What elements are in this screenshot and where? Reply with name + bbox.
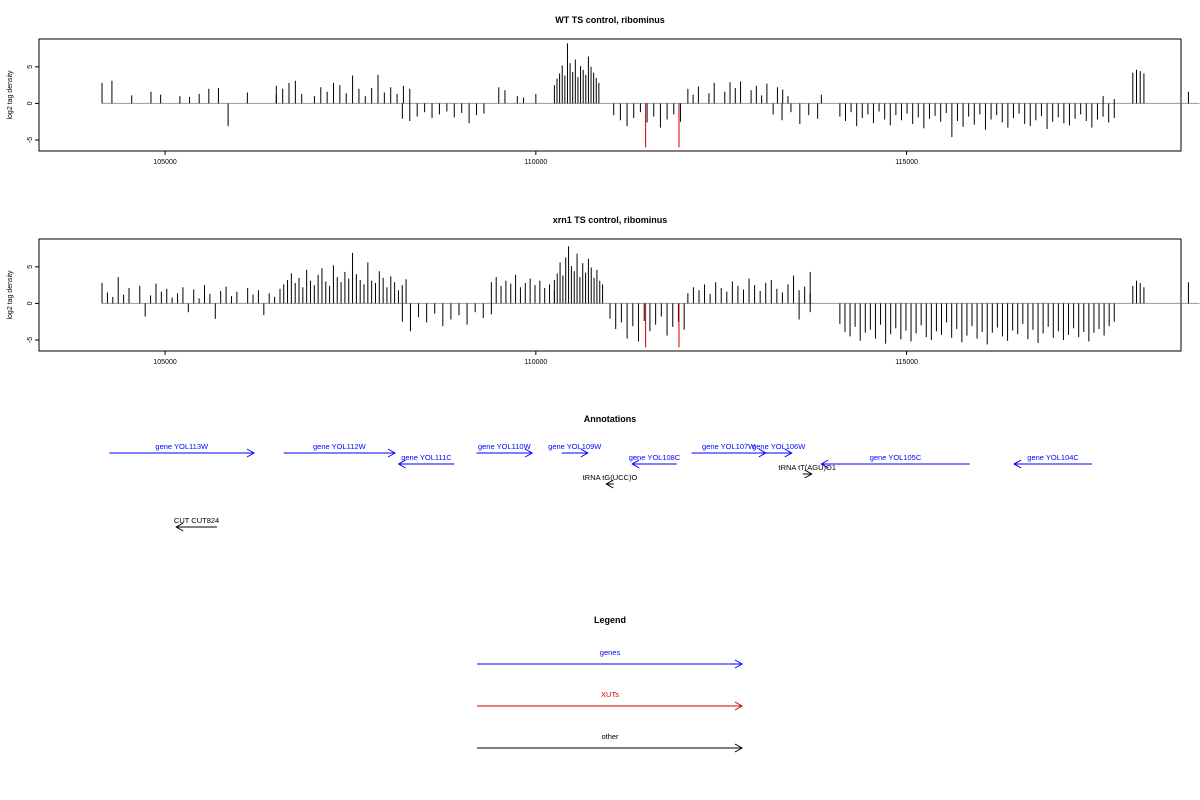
arrow-head — [605, 479, 614, 489]
x-axis: 105000 110000 115000 — [153, 151, 918, 166]
annotation-arrow: tRNA tT(AGU)O1 — [778, 463, 836, 479]
arrow-head — [387, 448, 396, 458]
annotation-arrow: CUT CUT824 — [174, 516, 219, 532]
y-axis-label: log2 tag density — [7, 270, 14, 320]
x-tick-label: 115000 — [895, 359, 918, 366]
x-tick-label: 105000 — [153, 359, 176, 366]
annotation-label: gene YOL113W — [155, 442, 209, 451]
x-tick-label: 110000 — [524, 359, 547, 366]
plot-frame — [38, 38, 1182, 152]
y-tick-label: 5 — [27, 265, 34, 269]
annotation-arrow: gene YOL106W — [752, 442, 806, 458]
annotation-label: gene YOL108C — [629, 453, 681, 462]
y-axis: -5 0 5 — [27, 65, 39, 143]
y-tick-label: -5 — [27, 337, 34, 343]
annotation-arrow: gene YOL105C — [820, 453, 970, 469]
annotation-label: gene YOL106W — [752, 442, 806, 451]
legend-label: genes — [600, 648, 621, 657]
x-tick-label: 115000 — [895, 159, 918, 166]
annotation-list: gene YOL113W gene YOL112W gene YOL111C gene… — [109, 442, 1093, 532]
y-tick-label: -5 — [27, 137, 34, 143]
annotation-arrow: gene YOL109W — [548, 442, 602, 458]
track-panel-xrn1: xrn1 TS control, ribominus log2 tag dens… — [7, 215, 1200, 366]
annotation-arrow: gene YOL111C — [397, 453, 455, 469]
legend-title: Legend — [594, 615, 626, 625]
arrow-head — [631, 459, 640, 469]
arrow-head — [804, 469, 813, 479]
arrow-head — [734, 659, 744, 669]
track-title: xrn1 TS control, ribominus — [553, 215, 668, 225]
annotation-label: gene YOL111C — [401, 453, 452, 462]
bars — [101, 246, 1200, 348]
annotation-label: tRNA tT(AGU)O1 — [778, 463, 836, 472]
arrow-head — [784, 448, 793, 458]
arrow-head — [246, 448, 256, 458]
y-axis-label: log2 tag density — [7, 70, 14, 120]
annotation-label: gene YOL112W — [313, 442, 367, 451]
arrow-head — [397, 459, 406, 469]
y-axis: -5 0 5 — [27, 265, 39, 343]
legend-panel: Legend genes XUTs other — [477, 615, 744, 753]
y-tick-label: 0 — [27, 301, 34, 305]
legend-item: other — [477, 732, 744, 753]
legend-item: genes — [477, 648, 744, 669]
x-tick-label: 105000 — [153, 159, 176, 166]
x-tick-label: 110000 — [524, 159, 547, 166]
legend-list: genes XUTs other — [477, 648, 744, 753]
legend-label: XUTs — [601, 690, 619, 699]
annotation-arrow: gene YOL112W — [283, 442, 396, 458]
arrow-head — [524, 448, 534, 458]
arrow-head — [734, 743, 744, 753]
annotation-arrow: gene YOL104C — [1013, 453, 1093, 469]
annotation-label: gene YOL105C — [870, 453, 922, 462]
annotation-label: gene YOL109W — [548, 442, 602, 451]
annotation-label: gene YOL104C — [1027, 453, 1079, 462]
track-title: WT TS control, ribominus — [555, 15, 665, 25]
arrow-head — [1013, 459, 1022, 469]
annotation-label: gene YOL107W — [702, 442, 756, 451]
y-tick-label: 5 — [27, 65, 34, 69]
arrow-head — [175, 522, 184, 532]
y-tick-label: 0 — [27, 101, 34, 105]
annotation-label: gene YOL110W — [478, 442, 532, 451]
legend-item: XUTs — [477, 690, 744, 711]
arrow-head — [734, 701, 744, 711]
annotation-label: tRNA tG(UCC)O — [583, 473, 638, 482]
track-panel-wt: WT TS control, ribominus log2 tag densit… — [7, 15, 1200, 166]
annotations-title: Annotations — [584, 414, 637, 424]
annotation-arrow: gene YOL110W — [476, 442, 534, 458]
arrow-head — [820, 459, 829, 469]
annotation-arrow: tRNA tG(UCC)O — [583, 473, 638, 489]
arrow-head — [580, 448, 589, 458]
legend-label: other — [601, 732, 619, 741]
annotation-arrow: gene YOL108C — [629, 453, 681, 469]
annotation-arrow: gene YOL113W — [109, 442, 256, 458]
bars — [101, 43, 1200, 148]
annotations-panel: Annotations gene YOL113W gene YOL112Wgene… — [109, 414, 1093, 532]
x-axis: 105000 110000 115000 — [153, 351, 918, 366]
annotation-label: CUT CUT824 — [174, 516, 219, 525]
